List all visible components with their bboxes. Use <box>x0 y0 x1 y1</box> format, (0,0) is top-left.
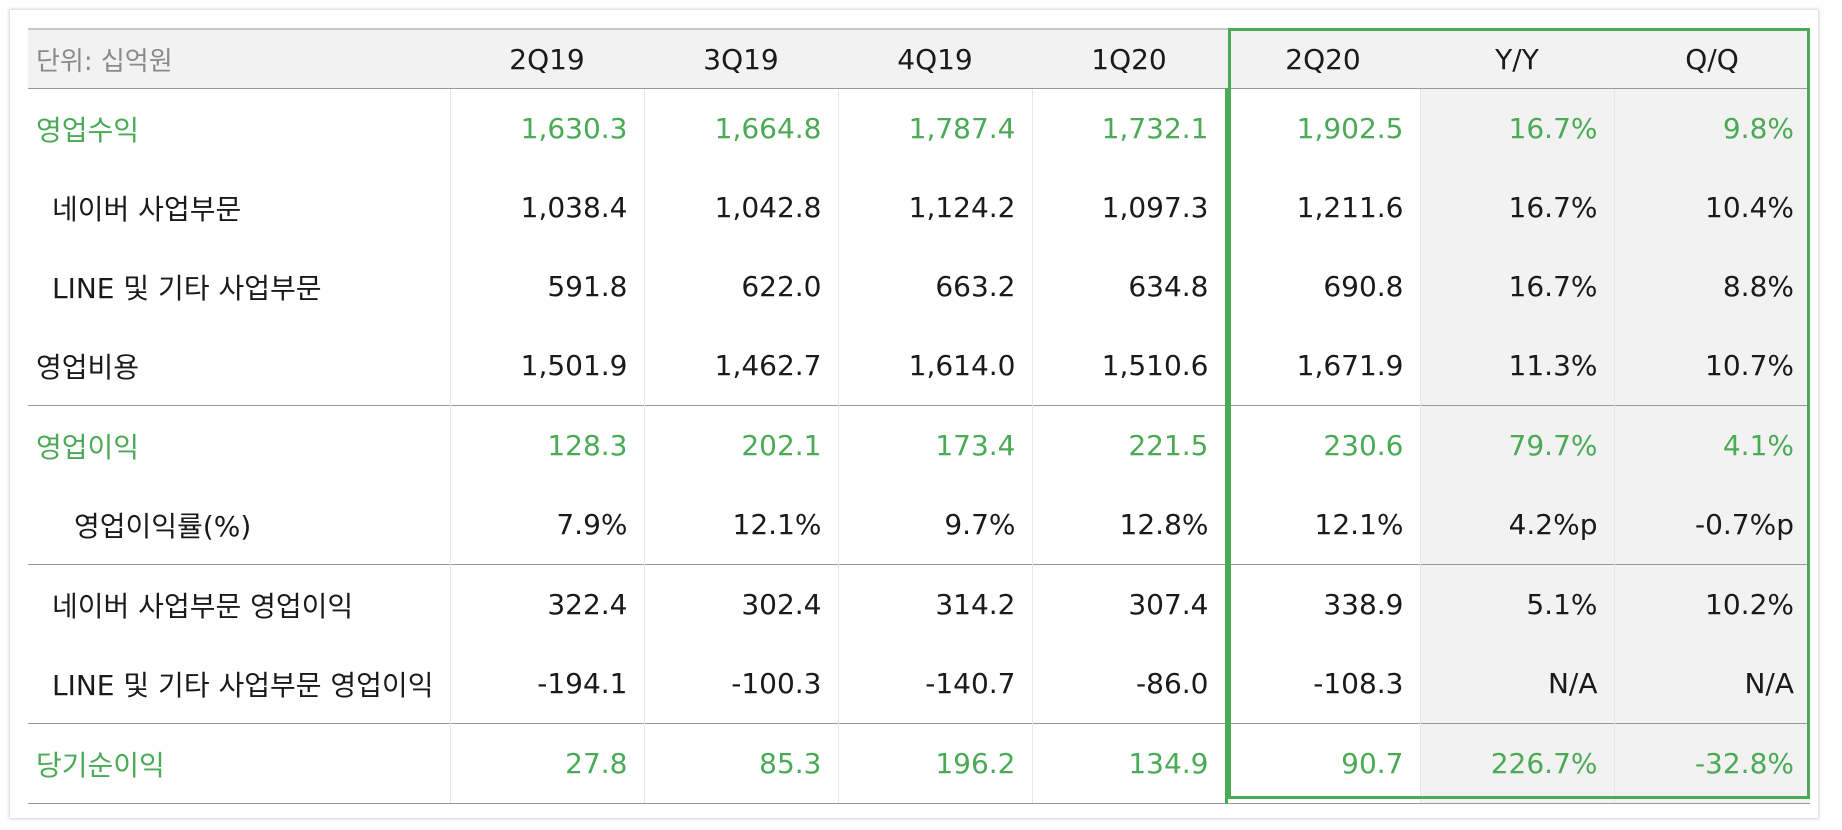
row-label: 영업비용 <box>36 350 140 384</box>
table-cell: 634.8 <box>1031 247 1226 326</box>
column-header-2q20: 2Q20 <box>1226 28 1420 89</box>
table-cell: 4.2%p <box>1419 485 1614 565</box>
table-cell: 1,462.7 <box>643 326 838 406</box>
table-cell: 226.7% <box>1419 723 1614 804</box>
table-cell: 173.4 <box>837 405 1032 485</box>
header-row: 단위: 십억원 2Q19 3Q19 4Q19 1Q20 2Q20 Y/Y Q/Q <box>28 28 1810 89</box>
row-label: LINE 및 기타 사업부문 영업이익 <box>52 668 434 702</box>
table-cell: 128.3 <box>449 405 644 485</box>
table-cell: 1,510.6 <box>1031 326 1226 406</box>
row-label: 네이버 사업부문 <box>52 192 242 226</box>
row-label: 영업수익 <box>36 113 140 147</box>
column-header-4q19: 4Q19 <box>838 28 1032 89</box>
table-cell: -140.7 <box>837 644 1032 724</box>
table-row-line-segment: LINE 및 기타 사업부문 591.8 622.0 663.2 634.8 6… <box>28 247 1810 326</box>
row-label: 영업이익 <box>28 405 450 485</box>
table-cell: N/A <box>1613 644 1810 724</box>
table-cell: -108.3 <box>1224 644 1420 724</box>
table-row-operating-revenue: 영업수익 1,630.3 1,664.8 1,787.4 1,732.1 1,9… <box>28 88 1810 168</box>
table-cell: -0.7%p <box>1613 485 1810 565</box>
table-cell: 134.9 <box>1031 723 1226 804</box>
table-cell: 690.8 <box>1224 247 1420 326</box>
table-cell: 307.4 <box>1031 564 1226 644</box>
table-cell: 196.2 <box>837 723 1032 804</box>
column-header-qoq: Q/Q <box>1614 28 1810 89</box>
table-cell: 9.8% <box>1613 88 1810 168</box>
table-cell: 12.1% <box>1224 485 1420 565</box>
table-cell: 7.9% <box>449 485 644 565</box>
row-label: LINE 및 기타 사업부문 <box>52 271 322 305</box>
table-cell: 1,630.3 <box>449 88 644 168</box>
table-cell: N/A <box>1419 644 1614 724</box>
table-row-naver-segment: 네이버 사업부문 1,038.4 1,042.8 1,124.2 1,097.3… <box>28 168 1810 247</box>
table-cell: 90.7 <box>1224 723 1420 804</box>
table-cell: 221.5 <box>1031 405 1226 485</box>
table-cell: 1,211.6 <box>1224 168 1420 247</box>
table-cell: 1,614.0 <box>837 326 1032 406</box>
table-cell: 1,671.9 <box>1224 326 1420 406</box>
table-cell: 27.8 <box>449 723 644 804</box>
table-row-net-income: 당기순이익 27.8 85.3 196.2 134.9 90.7 226.7% … <box>28 723 1810 804</box>
table-cell: 1,038.4 <box>449 168 644 247</box>
table-cell: -32.8% <box>1613 723 1810 804</box>
table-cell: 11.3% <box>1419 326 1614 406</box>
table-cell: 16.7% <box>1419 88 1614 168</box>
column-header-2q19: 2Q19 <box>450 28 644 89</box>
table-cell: 12.8% <box>1031 485 1226 565</box>
column-header-3q19: 3Q19 <box>644 28 838 89</box>
table-cell: 322.4 <box>449 564 644 644</box>
table-cell: 85.3 <box>643 723 838 804</box>
table-row-operating-expenses: 영업비용 1,501.9 1,462.7 1,614.0 1,510.6 1,6… <box>28 326 1810 406</box>
column-header-1q20: 1Q20 <box>1032 28 1226 89</box>
table-row-line-operating-profit: LINE 및 기타 사업부문 영업이익 -194.1 -100.3 -140.7… <box>28 644 1810 724</box>
unit-label: 단위: 십억원 <box>28 28 450 89</box>
table-cell: -100.3 <box>643 644 838 724</box>
table-cell: 10.4% <box>1613 168 1810 247</box>
table-cell: 79.7% <box>1419 405 1614 485</box>
table-cell: 302.4 <box>643 564 838 644</box>
financial-summary-table: 단위: 십억원 2Q19 3Q19 4Q19 1Q20 2Q20 Y/Y Q/Q… <box>28 28 1810 804</box>
table-cell: 12.1% <box>643 485 838 565</box>
table-cell: 230.6 <box>1224 405 1420 485</box>
table-cell: 338.9 <box>1224 564 1420 644</box>
table-cell: 1,042.8 <box>643 168 838 247</box>
table-cell: 10.7% <box>1613 326 1810 406</box>
table-cell: 1,124.2 <box>837 168 1032 247</box>
table-cell: 1,732.1 <box>1031 88 1226 168</box>
column-header-yoy: Y/Y <box>1420 28 1614 89</box>
row-label: 영업이익률(%) <box>74 509 252 543</box>
table-cell: 9.7% <box>837 485 1032 565</box>
row-label: 당기순이익 <box>28 723 450 804</box>
table-cell: 1,664.8 <box>643 88 838 168</box>
table-cell: 314.2 <box>837 564 1032 644</box>
table-cell: -86.0 <box>1031 644 1226 724</box>
table-cell: -194.1 <box>449 644 644 724</box>
table-cell: 1,902.5 <box>1224 88 1420 168</box>
table-row-operating-profit: 영업이익 128.3 202.1 173.4 221.5 230.6 79.7%… <box>28 405 1810 485</box>
table-cell: 10.2% <box>1613 564 1810 644</box>
table-cell: 5.1% <box>1419 564 1614 644</box>
table-cell: 16.7% <box>1419 168 1614 247</box>
table-cell: 202.1 <box>643 405 838 485</box>
table-cell: 16.7% <box>1419 247 1614 326</box>
table-cell: 663.2 <box>837 247 1032 326</box>
table-row-naver-operating-profit: 네이버 사업부문 영업이익 322.4 302.4 314.2 307.4 33… <box>28 564 1810 644</box>
table-cell: 622.0 <box>643 247 838 326</box>
table-cell: 1,097.3 <box>1031 168 1226 247</box>
table-row-operating-margin: 영업이익률(%) 7.9% 12.1% 9.7% 12.8% 12.1% 4.2… <box>28 485 1810 565</box>
table-cell: 4.1% <box>1613 405 1810 485</box>
table-cell: 591.8 <box>449 247 644 326</box>
table-cell: 1,787.4 <box>837 88 1032 168</box>
row-label: 네이버 사업부문 영업이익 <box>28 564 450 644</box>
table-cell: 1,501.9 <box>449 326 644 406</box>
table-cell: 8.8% <box>1613 247 1810 326</box>
